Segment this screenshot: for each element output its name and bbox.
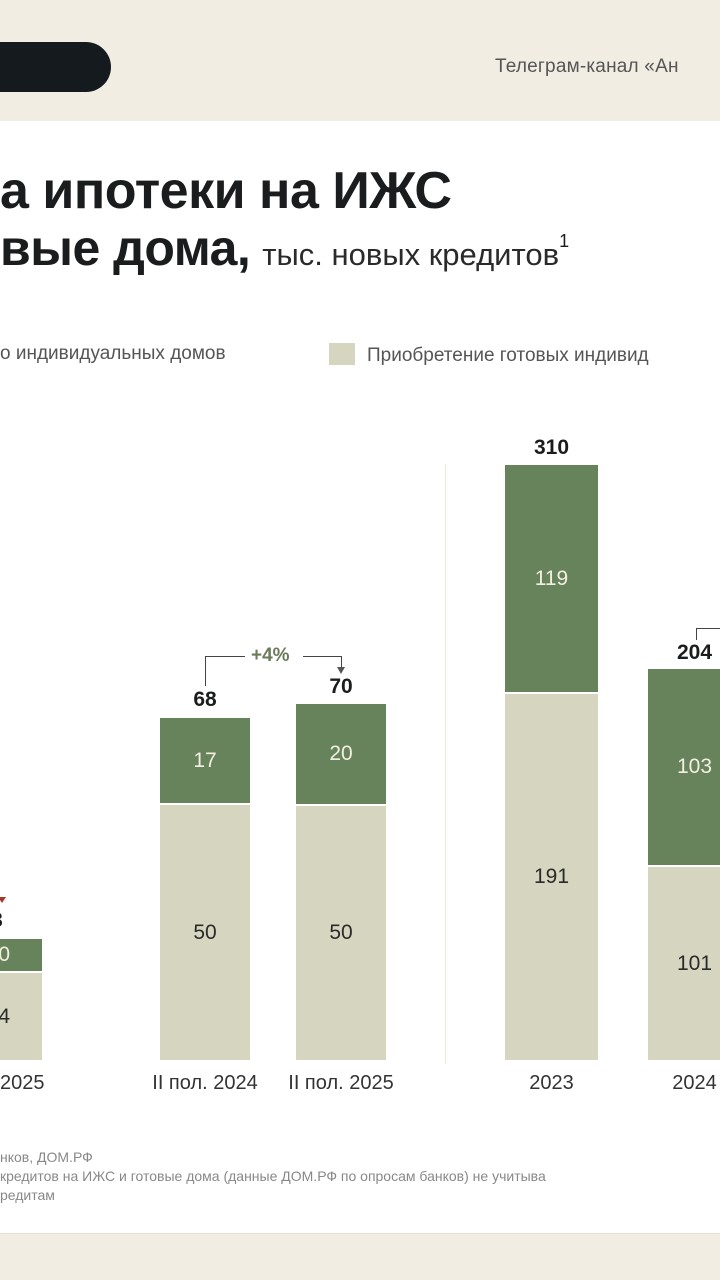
bar-total: 68 — [193, 688, 217, 711]
legend-label: Приобретение готовых индивид — [367, 345, 649, 366]
arrow-down-icon — [0, 897, 6, 903]
bracket-line — [341, 656, 342, 668]
bracket-line — [696, 628, 697, 640]
x-axis-label: 2024 — [672, 1072, 717, 1094]
x-axis-label: II пол. 2024 — [152, 1072, 258, 1094]
x-axis-label: II пол. 2025 — [288, 1072, 394, 1094]
bar-segment-construction: 119 — [505, 465, 598, 692]
section-divider — [445, 464, 446, 1064]
x-axis-label: 2025 — [0, 1072, 45, 1094]
bar-total: 3 — [0, 909, 42, 933]
bracket-line — [205, 656, 206, 686]
brand-pill — [0, 42, 111, 92]
bracket-line — [205, 656, 245, 657]
bar-segment-purchase: 50 — [160, 805, 250, 1060]
chart-title-line1: а ипотеки на ИЖС — [0, 162, 452, 220]
legend-label: о индивидуальных домов — [0, 343, 226, 364]
bracket-line — [696, 628, 720, 629]
stacked-bar: 17 50 — [160, 718, 250, 1060]
stacked-bar: 20 50 — [296, 704, 386, 1060]
bar-segment-purchase: 101 — [648, 867, 720, 1060]
channel-label: Телеграм-канал «Ан — [495, 56, 679, 77]
bottom-bar — [0, 1233, 720, 1280]
bracket-line — [303, 656, 341, 657]
bar-segment-construction: 20 — [296, 704, 386, 804]
legend-swatch — [329, 343, 355, 365]
bar-segment-purchase: 50 — [296, 806, 386, 1060]
change-label: +4% — [251, 645, 290, 666]
stacked-bar: 103 101 — [648, 669, 720, 1060]
stacked-bar: 119 191 — [505, 465, 598, 1060]
arrow-down-icon — [337, 667, 345, 674]
bar-total: 70 — [329, 675, 353, 698]
footnote-source: нков, ДОМ.РФ — [0, 1149, 93, 1165]
top-bar: Телеграм-канал «Ан — [0, 0, 720, 121]
stacked-bar: 0 4 — [0, 939, 42, 1060]
footnote-1: кредитов на ИЖС и готовые дома (данные Д… — [0, 1168, 546, 1184]
bar-segment-construction: 17 — [160, 718, 250, 803]
x-axis-label: 2023 — [529, 1072, 574, 1094]
footnote-1-cont: редитам — [0, 1187, 55, 1203]
bar-segment-construction: 0 — [0, 939, 42, 971]
bar-segment-purchase: 191 — [505, 694, 598, 1060]
legend-item-purchase: Приобретение готовых индивид — [329, 343, 649, 367]
bar-total: 204 — [676, 641, 713, 664]
chart-card: а ипотеки на ИЖС вые дома, тыс. новых кре… — [0, 121, 720, 1233]
bar-segment-purchase: 4 — [0, 973, 42, 1060]
footnote-mark: 1 — [559, 231, 570, 251]
footnotes: нков, ДОМ.РФ кредитов на ИЖС и готовые д… — [0, 1148, 546, 1205]
legend-item-construction: о индивидуальных домов — [0, 343, 226, 365]
chart-title-line2: вые дома, тыс. новых кредитов1 — [0, 219, 569, 277]
bar-total: 310 — [533, 436, 570, 459]
bar-segment-construction: 103 — [648, 669, 720, 865]
chart-unit: тыс. новых кредитов — [262, 237, 560, 272]
chart-title-bold: вые дома, — [0, 220, 251, 276]
